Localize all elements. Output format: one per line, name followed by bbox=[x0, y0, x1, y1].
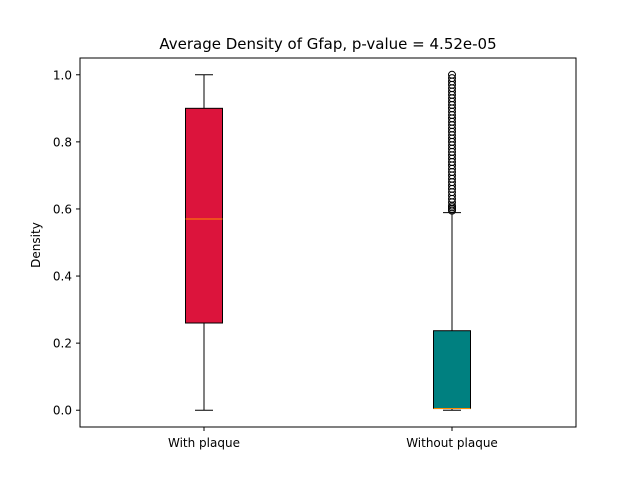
y-axis-label: Density bbox=[29, 222, 43, 268]
plot-area: 0.0 0.2 0.4 0.6 0.8 1.0 With plaque Without pla… bbox=[53, 68, 498, 450]
flier-point bbox=[448, 70, 456, 79]
y-tick-label: 0.8 bbox=[53, 135, 72, 149]
y-tick-label: 0.2 bbox=[53, 337, 72, 351]
box-1 bbox=[433, 330, 471, 410]
x-tick-label: Without plaque bbox=[406, 436, 498, 450]
box-0 bbox=[185, 107, 223, 324]
x-tick-label: With plaque bbox=[168, 436, 240, 450]
chart-title: Average Density of Gfap, p-value = 4.52e… bbox=[159, 35, 496, 53]
y-tick-label: 0.4 bbox=[53, 270, 72, 284]
flier-point bbox=[448, 74, 456, 83]
y-tick-label: 0.6 bbox=[53, 202, 72, 216]
axes-frame bbox=[79, 57, 577, 428]
y-tick-label: 0.0 bbox=[53, 404, 72, 418]
y-tick-label: 1.0 bbox=[53, 68, 72, 82]
